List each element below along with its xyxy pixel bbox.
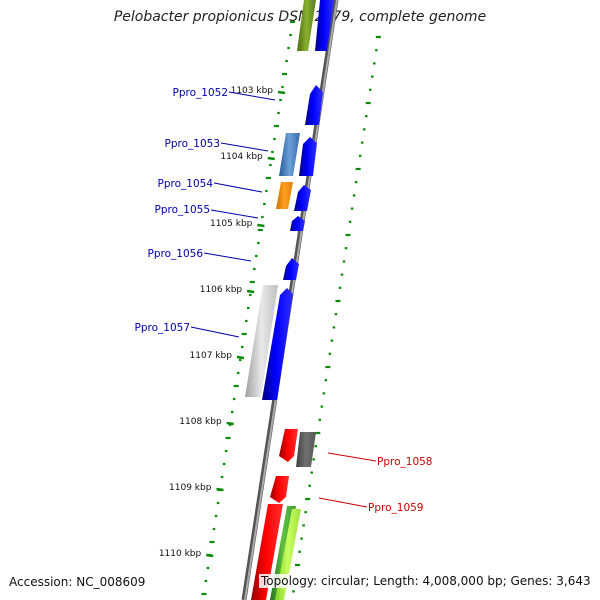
feature-Ppro_1058-dark[interactable]	[296, 432, 316, 467]
kbp-ruler: 1103 kbp 1104 kbp 1105 kbp 1106 kbp 1107 kbp…	[159, 86, 286, 559]
feature-Ppro_1058-red[interactable]	[279, 429, 298, 462]
kbp-label: 1110 kbp	[159, 549, 202, 559]
feature-Ppro_1055-blue[interactable]	[290, 216, 305, 231]
gene-label-callouts: Ppro_1052 Ppro_1053 Ppro_1054 Ppro_1055 Ppro…	[135, 87, 433, 514]
feature-top-blue[interactable]	[315, 0, 334, 51]
feature-Ppro_1052-blue[interactable]	[305, 85, 323, 125]
feature-Ppro_1057-grey[interactable]	[245, 285, 278, 397]
kbp-label: 1105 kbp	[210, 219, 253, 229]
kbp-label: 1108 kbp	[179, 417, 222, 427]
feature-Ppro_1057-blue[interactable]	[262, 288, 293, 400]
feature-Ppro_1053-steel[interactable]	[279, 133, 300, 176]
gc-skew-track-outer	[292, 35, 381, 593]
gene-label-Ppro_1058[interactable]: Ppro_1058	[377, 456, 432, 468]
accession-text: Accession: NC_008609	[9, 575, 146, 589]
gene-label-Ppro_1057[interactable]: Ppro_1057	[135, 322, 190, 334]
gene-label-Ppro_1052[interactable]: Ppro_1052	[173, 87, 228, 99]
kbp-label: 1106 kbp	[200, 285, 243, 295]
gene-label-Ppro_1056[interactable]: Ppro_1056	[148, 248, 204, 260]
map-title: Pelobacter propionicus DSM 2379, complet…	[113, 9, 487, 25]
genome-summary-text: Topology: circular; Length: 4,008,000 bp…	[259, 574, 593, 588]
kbp-label: 1107 kbp	[190, 351, 233, 361]
kbp-label: 1104 kbp	[220, 152, 263, 162]
kbp-label: 1109 kbp	[169, 483, 212, 493]
gene-label-Ppro_1059[interactable]: Ppro_1059	[368, 502, 423, 514]
gene-label-Ppro_1055[interactable]: Ppro_1055	[155, 204, 210, 216]
feature-top-olive[interactable]	[297, 0, 316, 51]
feature-Ppro_1056-blue[interactable]	[283, 258, 299, 280]
kbp-label: 1103 kbp	[231, 86, 274, 96]
feature-Ppro_1059-red[interactable]	[270, 476, 289, 503]
gene-label-Ppro_1053[interactable]: Ppro_1053	[165, 138, 220, 150]
feature-Ppro_1054-blue[interactable]	[294, 185, 311, 211]
gene-label-Ppro_1054[interactable]: Ppro_1054	[158, 178, 214, 190]
feature-Ppro_1053-blue[interactable]	[299, 137, 317, 176]
feature-Ppro_1054-orange[interactable]	[276, 182, 293, 209]
